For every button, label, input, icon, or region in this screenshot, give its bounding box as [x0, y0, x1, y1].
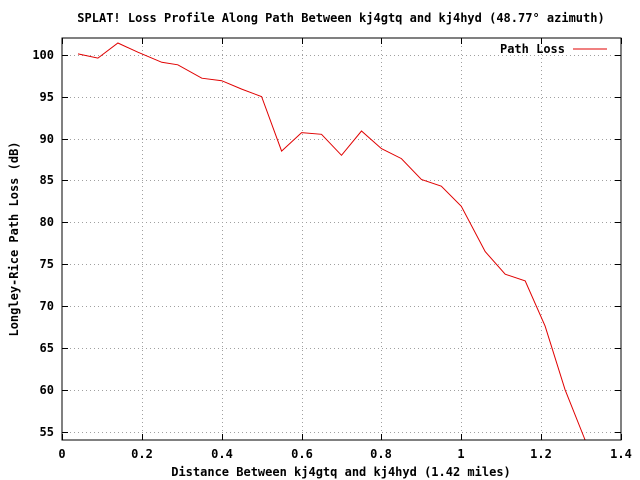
- series-line-path-loss: [77, 42, 586, 441]
- chart-title: SPLAT! Loss Profile Along Path Between k…: [77, 11, 604, 25]
- axis-ticks: [62, 38, 622, 440]
- plot-frame: [61, 37, 622, 441]
- y-tick-label: 75: [40, 257, 54, 271]
- y-tick-label: 65: [40, 341, 54, 355]
- x-tick-label: 1.4: [610, 447, 632, 461]
- y-axis-label: Longley-Rice Path Loss (dB): [7, 141, 21, 336]
- y-tick-label: 95: [40, 90, 54, 104]
- y-tick-label: 85: [40, 173, 54, 187]
- x-tick-label: 0.6: [291, 447, 313, 461]
- x-tick-label: 0.4: [211, 447, 233, 461]
- x-tick-labels: 0 0.2 0.4 0.6 0.8 1 1.2 1.4: [58, 447, 631, 461]
- grid-lines: [62, 38, 621, 440]
- y-tick-label: 100: [32, 48, 54, 62]
- y-tick-labels: 55 60 65 70 75 80 85 90 95 100: [32, 48, 54, 439]
- y-tick-label: 70: [40, 299, 54, 313]
- x-tick-label: 1.2: [530, 447, 552, 461]
- legend: Path Loss: [500, 42, 607, 56]
- y-tick-label: 55: [40, 425, 54, 439]
- series-layer: [77, 42, 586, 441]
- x-tick-label: 0.2: [131, 447, 153, 461]
- legend-label-path-loss: Path Loss: [500, 42, 565, 56]
- y-tick-label: 90: [40, 132, 54, 146]
- y-tick-label: 60: [40, 383, 54, 397]
- x-tick-label: 0.8: [370, 447, 392, 461]
- y-tick-label: 80: [40, 215, 54, 229]
- x-axis-label: Distance Between kj4gtq and kj4hyd (1.42…: [171, 465, 511, 479]
- x-tick-label: 0: [58, 447, 65, 461]
- x-tick-label: 1: [457, 447, 464, 461]
